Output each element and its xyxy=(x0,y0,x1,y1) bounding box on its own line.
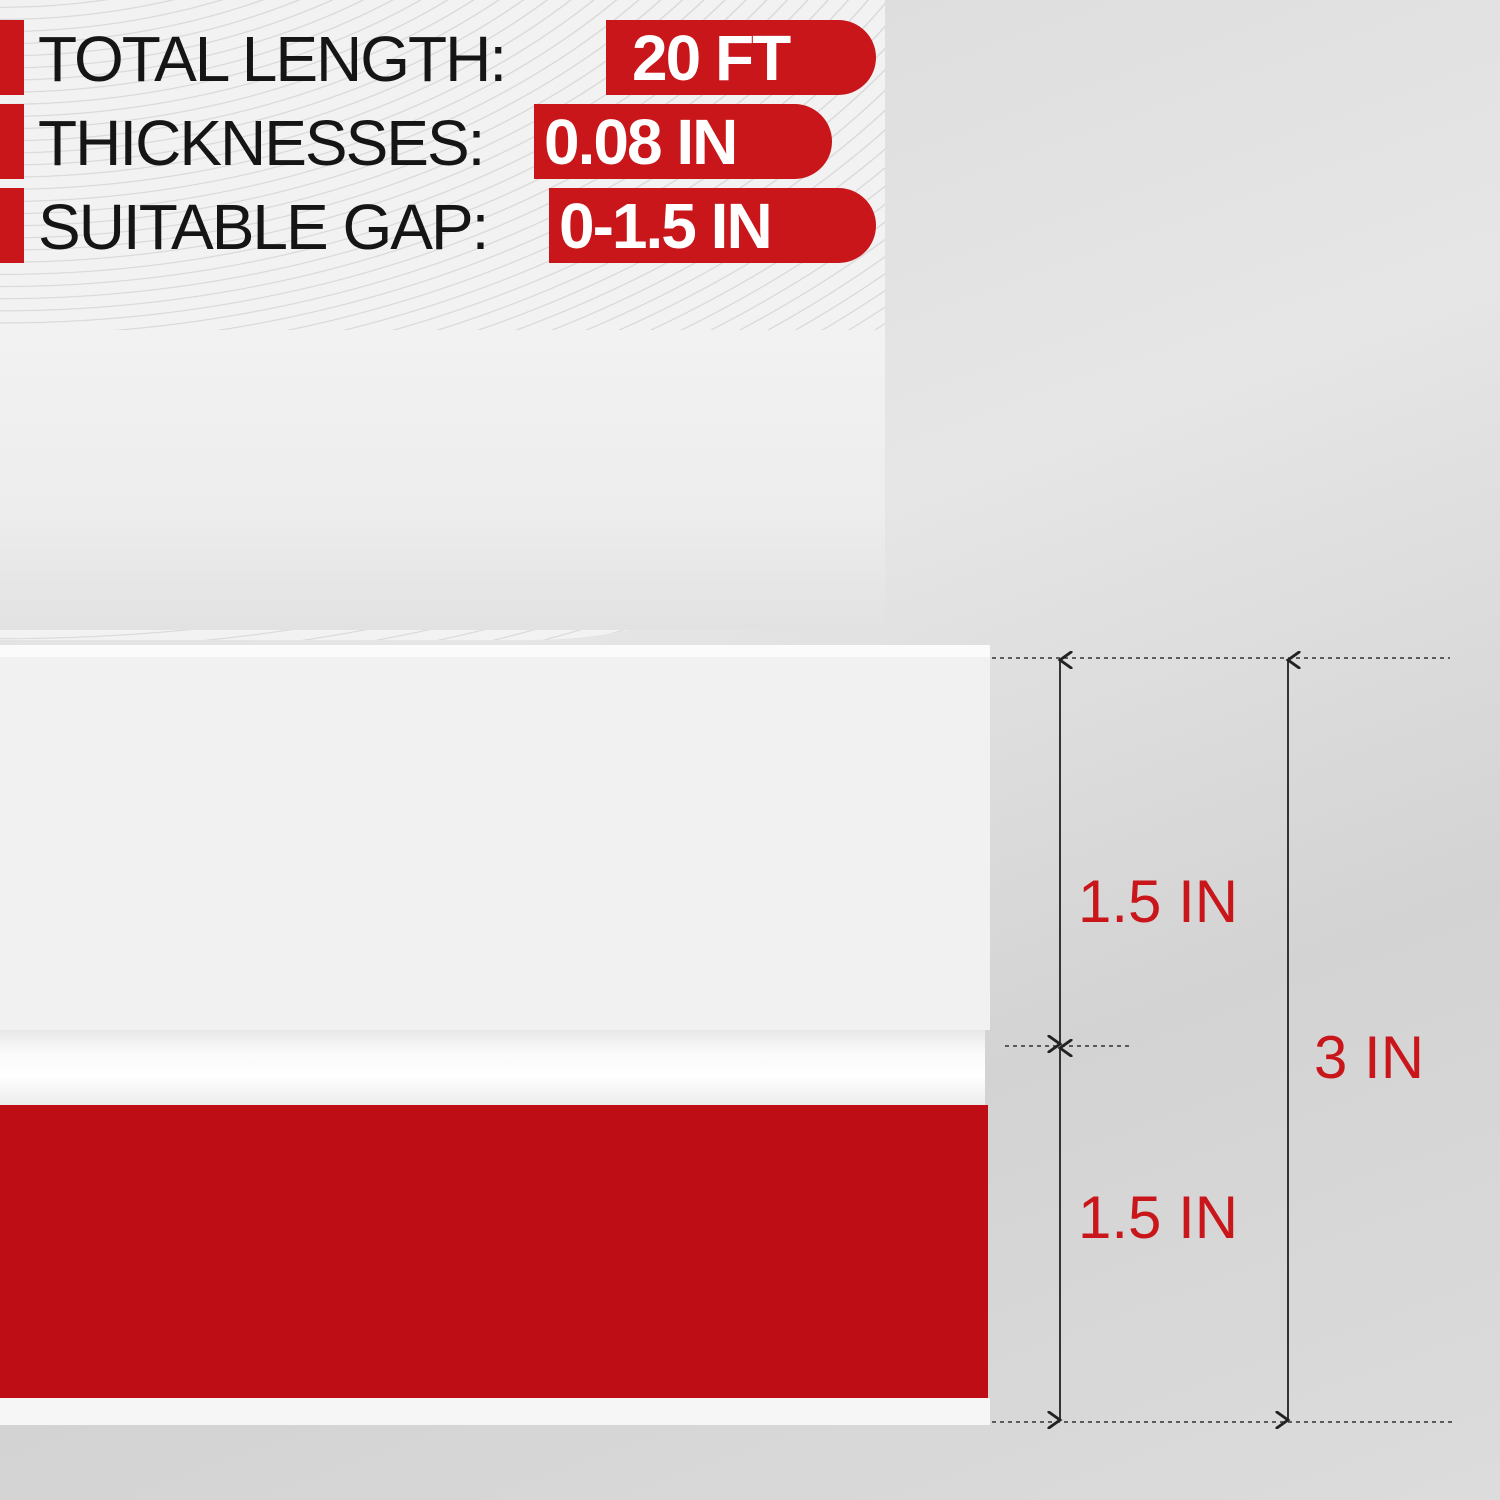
strip-fold-groove xyxy=(0,1030,985,1105)
spec-label: TOTAL LENGTH: xyxy=(38,23,507,95)
red-marker xyxy=(0,20,24,95)
spec-value: 20 FT xyxy=(632,22,791,94)
spec-label: THICKNESSES: xyxy=(38,107,485,179)
strip-upper-section xyxy=(0,645,990,1030)
lower-height-label: 1.5 IN xyxy=(1078,1184,1239,1251)
red-marker xyxy=(0,104,24,179)
tape-coil-side xyxy=(0,330,885,630)
spec-value-badge: 20 FT xyxy=(606,20,876,95)
spec-row-length: TOTAL LENGTH: 20 FT xyxy=(0,20,880,95)
spec-label: SUITABLE GAP: xyxy=(38,191,489,263)
strip-bottom-edge xyxy=(0,1398,990,1425)
spec-row-gap: SUITABLE GAP: 0-1.5 IN xyxy=(0,188,880,263)
upper-height-label: 1.5 IN xyxy=(1078,868,1239,935)
total-height-label: 3 IN xyxy=(1314,1024,1425,1091)
spec-value: 0-1.5 IN xyxy=(559,190,773,262)
spec-value-badge: 0-1.5 IN xyxy=(549,188,876,263)
red-marker xyxy=(0,188,24,263)
adhesive-backing xyxy=(0,1105,988,1398)
spec-value-badge: 0.08 IN xyxy=(534,104,832,179)
spec-value: 0.08 IN xyxy=(544,106,738,178)
spec-row-thickness: THICKNESSES: 0.08 IN xyxy=(0,104,880,179)
